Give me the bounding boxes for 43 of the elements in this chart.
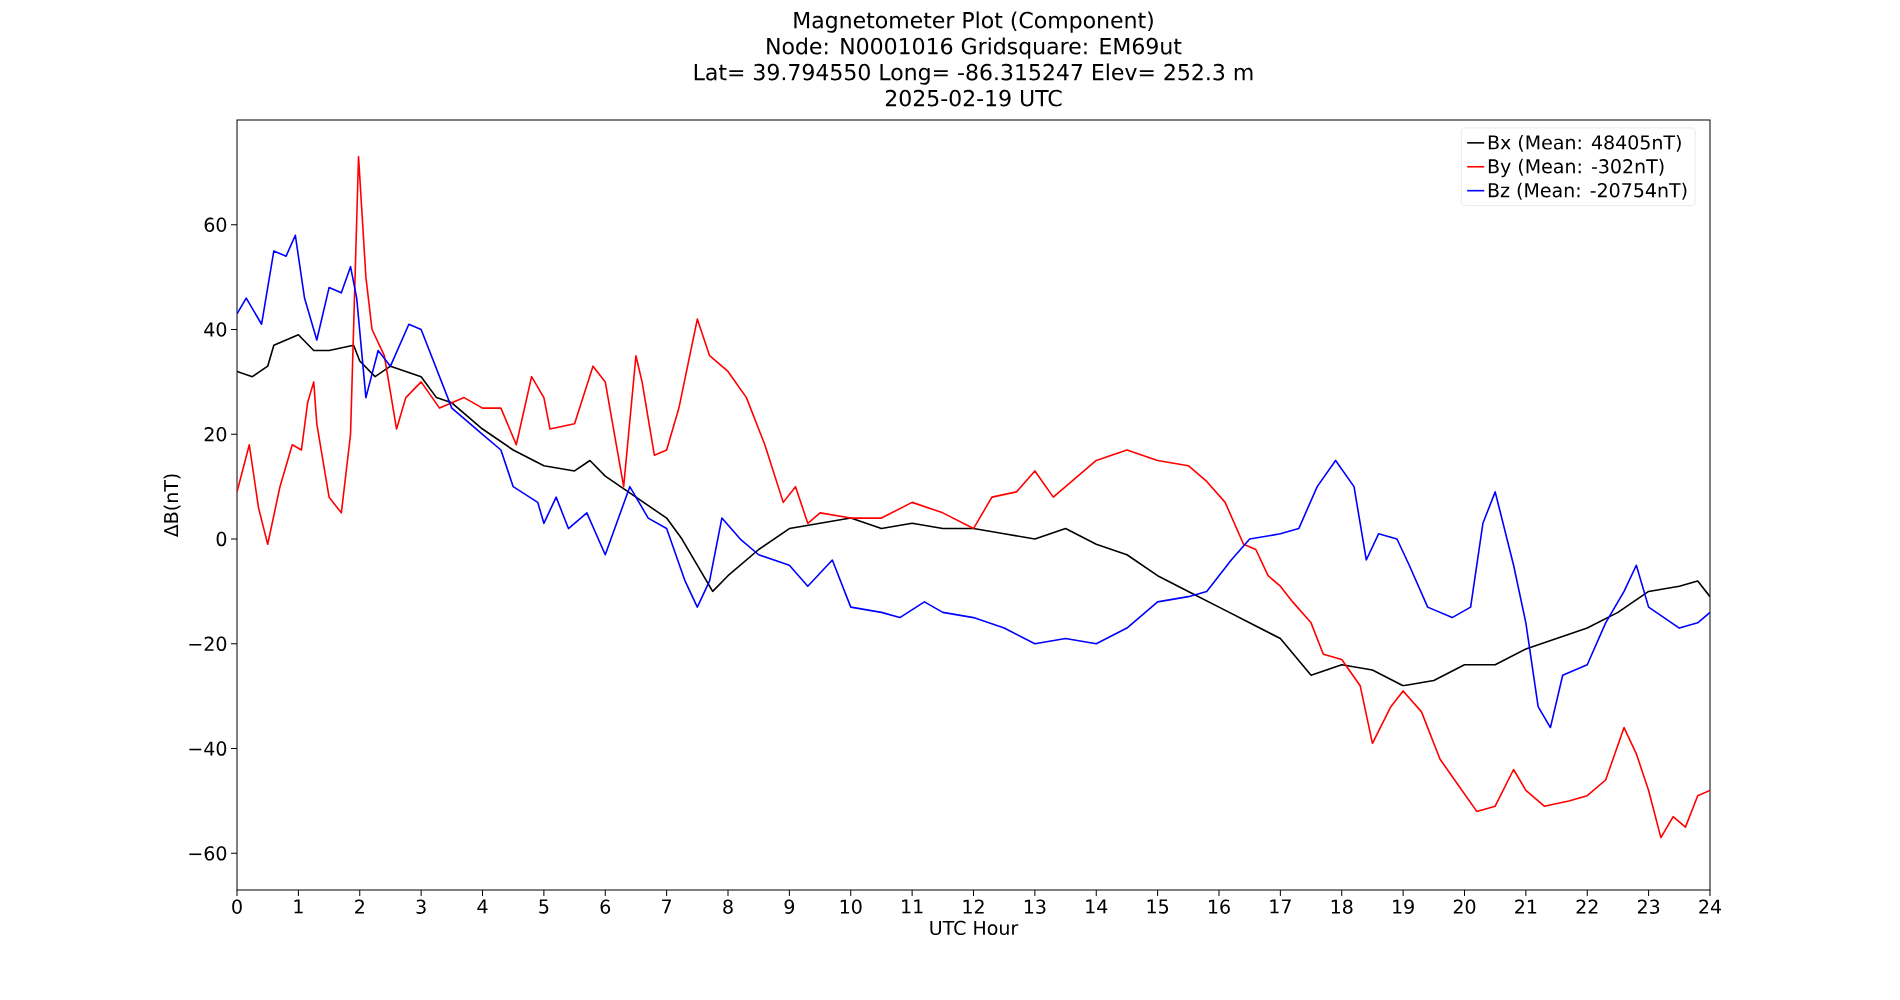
chart-subtitle: Node: N0001016 Gridsquare: EM69ut [767,37,1182,59]
x-tick-label: 9 [784,899,795,914]
x-tick-label: 10 [840,899,862,914]
x-tick-label: 19 [1393,899,1414,914]
x-tick-label: 16 [1208,899,1230,914]
y-tick-label: −20 [189,636,227,651]
x-tick-label: 12 [963,899,984,914]
x-tick-label: 6 [600,899,611,914]
x-tick-label: 13 [1024,899,1046,914]
x-tick-label: 5 [539,899,549,914]
x-tick-label: 8 [723,899,733,914]
x-tick-label: 2 [355,899,364,914]
x-tick-label: 0 [232,899,242,914]
y-tick-label: 60 [204,217,227,232]
x-tick-label: 3 [416,899,426,914]
y-tick-label: 40 [204,322,227,337]
x-tick-label: 20 [1453,899,1476,914]
y-tick-label: −40 [189,741,227,756]
line-series [237,234,1710,729]
x-tick-label: 4 [477,899,488,914]
text: 2025-02-19 UTC [885,89,1062,107]
x-axis-title: UTC Hour [930,920,1019,936]
x-tick-label: 7 [662,899,672,914]
x-tick-label: 1 [294,899,303,914]
y-tick-label: 20 [204,427,227,442]
legend-label: Bz (Mean: -20754nT) [1488,182,1687,200]
y-axis-title: ΔB(nT) [163,474,181,538]
x-tick-label: 17 [1270,899,1291,914]
legend-label: Bx (Mean: 48405nT) [1488,134,1681,152]
x-tick-label: 24 [1699,899,1721,914]
y-tick-label: 0 [216,531,227,547]
legend-label: By (Mean: -302nT) [1488,158,1664,178]
y-tick-label: −60 [189,846,227,861]
x-tick-label: 15 [1147,899,1169,914]
x-tick-label: 18 [1331,899,1353,914]
chart-title: Magnetometer Plot (Component) [794,11,1153,33]
x-tick-label: 23 [1637,899,1660,914]
x-tick-label: 11 [902,899,923,914]
line-series [237,155,1710,839]
x-tick-label: 22 [1576,899,1598,914]
x-tick-label: 14 [1086,899,1108,914]
x-tick-label: 21 [1515,899,1537,914]
text: Lat= 39.794550 Long= -86.315247 Elev= 252.3 m [694,63,1253,85]
